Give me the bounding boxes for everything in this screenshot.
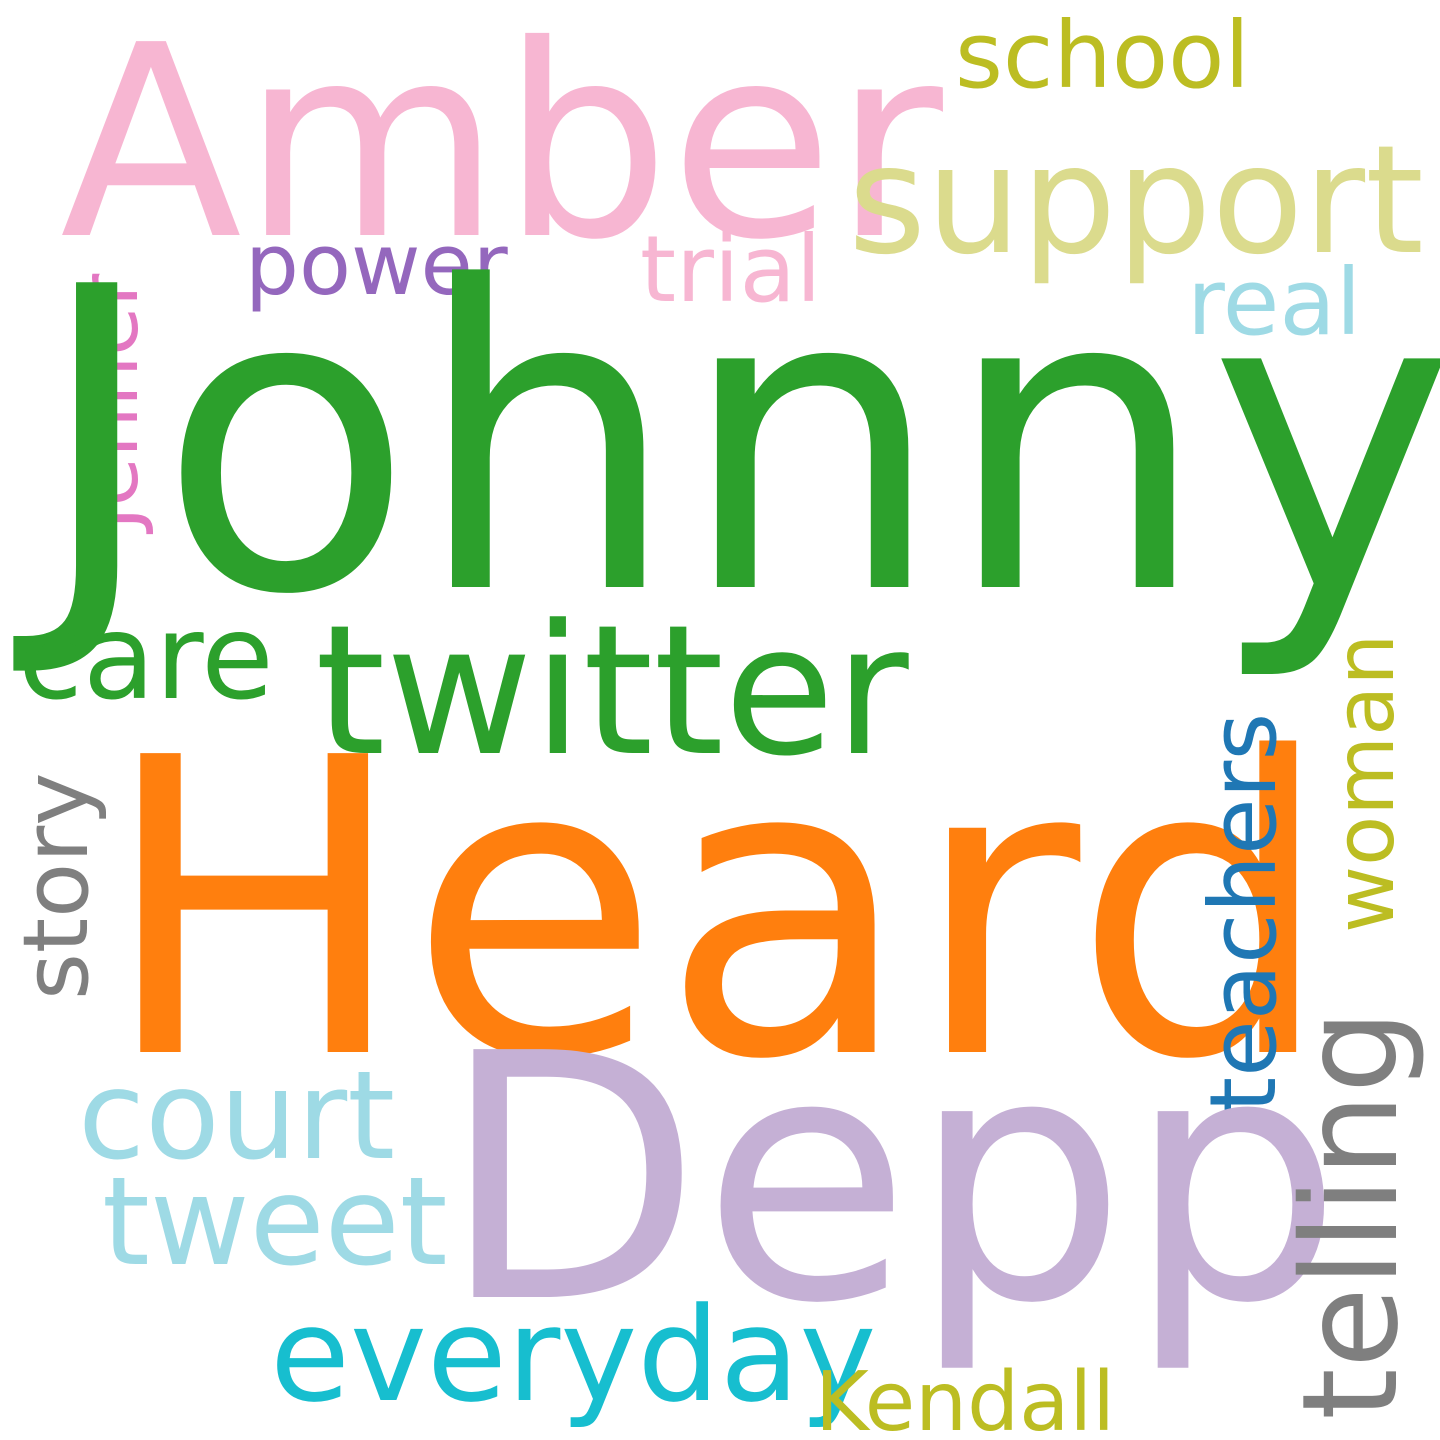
word-woman: woman — [1318, 633, 1413, 933]
word-support: support — [848, 114, 1424, 288]
word-heard: Heard — [100, 671, 1334, 1149]
word-school: school — [955, 2, 1250, 109]
word-depp: Depp — [440, 982, 1343, 1378]
word-story: story — [4, 772, 109, 1000]
word-everyday: everyday — [270, 1279, 877, 1431]
word-twitter: twitter — [315, 587, 909, 796]
word-care: care — [18, 588, 274, 726]
word-telling: telling — [1274, 1009, 1428, 1420]
word-kendall: Kendall — [815, 1355, 1115, 1440]
word-court: court — [78, 1045, 396, 1187]
word-tweet: tweet — [102, 1151, 448, 1293]
word-johnny: Johnny — [35, 199, 1440, 686]
word-amber: Amber — [60, 0, 943, 298]
word-trial: trial — [640, 216, 822, 323]
word-real: real — [1187, 249, 1362, 356]
word-power: power — [245, 216, 508, 315]
